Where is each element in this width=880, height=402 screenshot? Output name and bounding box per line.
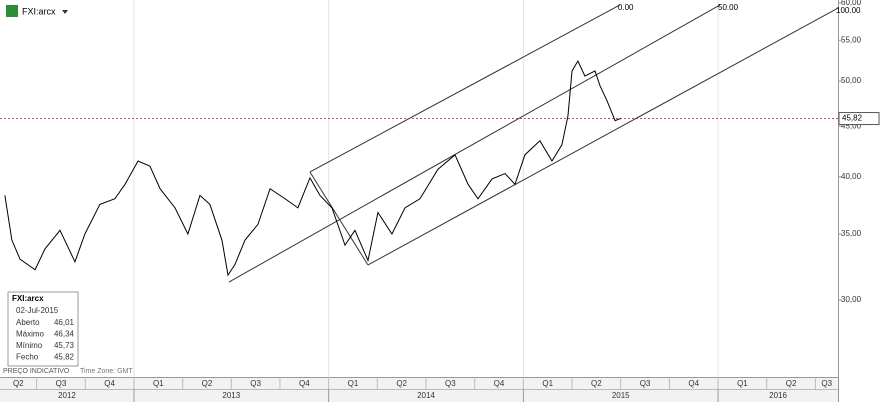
y-tick-label: 60,00 [841,0,862,7]
legend-dropdown[interactable] [62,10,68,14]
info-rows: Aberto 46,01 Máximo 46,34 Mínimo 45,73 Fecho 45… [16,318,75,362]
x-tick-label: Q4 [299,379,310,388]
x-tick-label: Q3 [445,379,456,388]
legend-icon [6,5,18,17]
year-label: 2013 [222,391,240,400]
info-row-value: 45,82 [54,353,75,362]
x-tick-label: Q1 [737,379,748,388]
marks: 0.00 50.00 100.00 [0,3,861,283]
year-label: 2014 [417,391,435,400]
info-row-value: 46,01 [54,318,75,327]
info-row-value: 46,34 [54,330,75,339]
pitchfork-label: 100.00 [836,6,861,15]
x-tick-label: Q4 [104,379,115,388]
info-row-label: Fecho [16,353,39,362]
info-date: 02-Jul-2015 [16,306,59,315]
info-row-label: Aberto [16,318,40,327]
legend-label[interactable]: FXI:arcx [22,6,56,16]
x-tick-label: Q2 [13,379,24,388]
footer: PREÇO INDICATIVO [3,368,70,375]
y-tick-label: 35,00 [841,229,862,238]
x-tick-label: Q4 [688,379,699,388]
x-tick-label: Q2 [202,379,213,388]
x-tick-label: Q1 [348,379,359,388]
info-row-label: Máximo [16,330,45,339]
last-price-box [838,112,880,126]
info-row-value: 45,73 [54,341,75,350]
x-tick-label: Q3 [56,379,67,388]
y-tick-label: 50,00 [841,76,862,85]
year-label: 2012 [58,391,76,400]
x-tick-label: Q2 [591,379,602,388]
legend[interactable]: FXI:arcx [6,5,68,17]
pitchfork-line [228,4,721,283]
info-row-label: Mínimo [16,341,43,350]
x-tick-label: Q2 [396,379,407,388]
info-box-frame [7,291,79,367]
year-label: 2015 [612,391,630,400]
year-label: 2016 [769,391,787,400]
x-tick-label: Q1 [542,379,553,388]
pitchfork-line [309,4,621,173]
last-price-label: 45,82 [842,114,863,123]
timezone: Time Zone: GMT [80,368,133,375]
x-tick-label: Q3 [250,379,261,388]
pitchfork-line [309,171,369,266]
info-box: FXI:arcx 02-Jul-2015 Aberto 46,01 Máximo 46… [7,291,79,367]
pitchfork-line [367,7,839,266]
y-tick-label: 45,00 [841,121,862,130]
x-tick-label: Q4 [494,379,505,388]
y-tick-label: 30,00 [841,295,862,304]
x-tick-label: Q1 [153,379,164,388]
y-tick-label: 40,00 [841,172,862,181]
info-symbol: FXI:arcx [12,294,44,303]
price-line [4,59,621,277]
y-tick-label: 55,00 [841,35,862,44]
x-tick-label: Q3 [640,379,651,388]
pitchfork-label: 0.00 [618,3,634,12]
pitchfork-label: 50.00 [718,3,739,12]
x-tick-label: Q3 [821,379,832,388]
x-tick-label: Q2 [786,379,797,388]
grid [133,0,719,377]
